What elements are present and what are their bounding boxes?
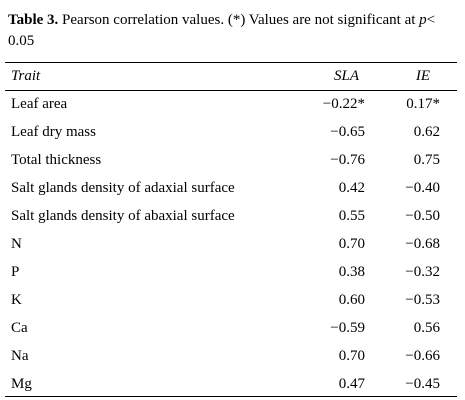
header-trait: Trait <box>11 68 41 84</box>
table-row: Total thickness −0.76 0.75 <box>5 146 457 174</box>
p-symbol: p <box>419 12 427 28</box>
trait-cell: Salt glands density of adaxial surface <box>11 179 235 196</box>
ie-value-cell: −0.50 <box>405 207 440 224</box>
header-sla: SLA <box>333 68 359 84</box>
sla-value-cell: 0.55 <box>338 207 365 224</box>
sla-value-cell: 0.70 <box>338 347 365 364</box>
table-bottom-rule <box>5 396 457 397</box>
trait-cell: Salt glands density of abaxial surface <box>11 207 235 224</box>
sla-value-cell: 0.38 <box>338 263 365 280</box>
sla-value-cell: 0.47 <box>338 375 365 392</box>
table-row: Salt glands density of abaxial surface 0.… <box>5 202 457 230</box>
trait-cell: N <box>11 235 22 252</box>
trait-cell: Na <box>11 347 29 364</box>
ie-value-cell: −0.68 <box>405 235 440 252</box>
ie-value-cell: −0.45 <box>405 375 440 392</box>
table-row: P 0.38 −0.32 <box>5 258 457 286</box>
sla-value-cell: 0.60 <box>338 291 365 308</box>
sla-value-cell: −0.59 <box>330 319 365 336</box>
table-row: Na 0.70 −0.66 <box>5 342 457 370</box>
header-ie: IE <box>415 68 430 84</box>
table-row: N 0.70 −0.68 <box>5 230 457 258</box>
table-header-rule <box>5 90 457 91</box>
table-top-rule <box>5 62 457 63</box>
table-label: Table 3. <box>8 12 59 28</box>
table-row: Mg 0.47 −0.45 <box>5 370 457 398</box>
sla-value-cell: −0.65 <box>330 123 365 140</box>
table-row: Leaf area −0.22* 0.17* <box>5 90 457 118</box>
table-caption: Table 3. Pearson correlation values. (*)… <box>8 10 460 52</box>
table-row: Leaf dry mass −0.65 0.62 <box>5 118 457 146</box>
table-body: Leaf area −0.22* 0.17* Leaf dry mass −0.65 0.… <box>5 90 457 398</box>
table-row: K 0.60 −0.53 <box>5 286 457 314</box>
sla-value-cell: 0.42 <box>338 179 365 196</box>
trait-cell: Mg <box>11 375 32 392</box>
trait-cell: K <box>11 291 22 308</box>
trait-cell: Leaf area <box>11 95 68 112</box>
ie-value-cell: 0.17* <box>406 95 440 112</box>
ie-value-cell: −0.40 <box>405 179 440 196</box>
ie-value-cell: 0.75 <box>413 151 440 168</box>
trait-cell: Leaf dry mass <box>11 123 96 140</box>
sla-value-cell: 0.70 <box>338 235 365 252</box>
ie-value-cell: 0.56 <box>413 319 440 336</box>
caption-text: Pearson correlation values. (*) Values a… <box>58 12 420 28</box>
ie-value-cell: 0.62 <box>413 123 440 140</box>
table-row: Salt glands density of adaxial surface 0.… <box>5 174 457 202</box>
trait-cell: P <box>11 263 20 280</box>
table-row: Ca −0.59 0.56 <box>5 314 457 342</box>
ie-value-cell: −0.66 <box>405 347 440 364</box>
sla-value-cell: −0.22* <box>322 95 365 112</box>
trait-cell: Ca <box>11 319 28 336</box>
trait-cell: Total thickness <box>11 151 102 168</box>
correlation-table: Trait SLA IE Leaf area −0.22* 0.17* Leaf dr… <box>5 63 457 398</box>
ie-value-cell: −0.53 <box>405 291 440 308</box>
ie-value-cell: −0.32 <box>405 263 440 280</box>
sla-value-cell: −0.76 <box>330 151 365 168</box>
caption-threshold: < 0.05 <box>8 12 436 49</box>
table-header-row: Trait SLA IE <box>5 63 457 90</box>
